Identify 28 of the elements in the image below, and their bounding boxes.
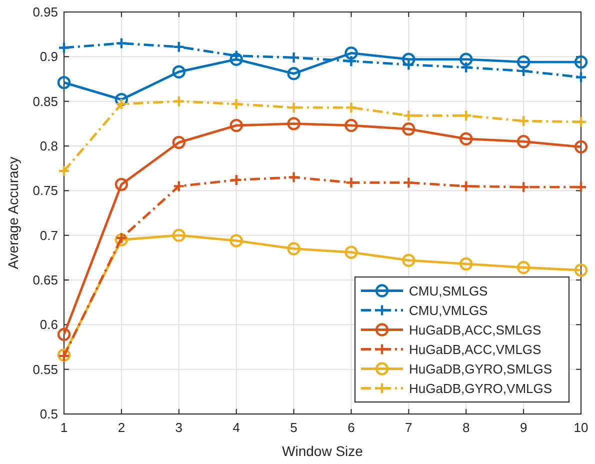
x-tick-label: 10: [574, 420, 588, 435]
legend-label: HuGaDB,ACC,VMLGS: [409, 342, 542, 357]
legend-label: CMU,SMLGS: [409, 283, 488, 298]
y-tick-label: 0.55: [32, 362, 58, 377]
y-tick-label: 0.6: [40, 317, 58, 332]
x-tick-label: 4: [232, 420, 240, 435]
x-axis-title: Window Size: [282, 443, 364, 459]
x-tick-label: 1: [60, 420, 68, 435]
x-tick-label: 8: [462, 420, 470, 435]
legend-label: CMU,VMLGS: [409, 302, 488, 318]
y-tick-label: 0.8: [40, 138, 58, 154]
legend-label: HuGaDB,GYRO,VMLGS: [409, 380, 552, 396]
y-tick-label: 0.85: [32, 94, 58, 109]
y-tick-label: 0.5: [40, 406, 58, 422]
y-axis-title: Average Accuracy: [5, 156, 21, 270]
x-tick-label: 3: [175, 420, 183, 435]
y-tick-label: 0.95: [32, 4, 58, 20]
x-tick-label: 5: [290, 420, 298, 435]
y-tick-label: 0.7: [40, 228, 58, 243]
legend-label: HuGaDB,ACC,SMLGS: [409, 322, 542, 338]
y-tick-label: 0.9: [40, 49, 58, 64]
x-tick-label: 7: [405, 420, 412, 435]
x-tick-label: 6: [348, 420, 355, 435]
y-tick-label: 0.65: [32, 272, 58, 288]
x-tick-label: 2: [118, 420, 126, 435]
y-tick-label: 0.75: [32, 183, 58, 198]
legend-label: HuGaDB,GYRO,SMLGS: [409, 361, 552, 376]
x-tick-label: 9: [520, 420, 528, 435]
